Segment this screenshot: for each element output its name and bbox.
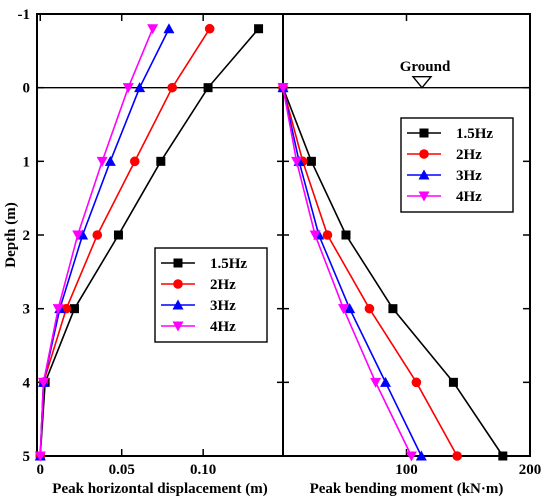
legend-entry: 4Hz [161, 319, 236, 335]
data-point [204, 23, 215, 34]
data-point [72, 230, 84, 241]
data-point [77, 229, 89, 240]
legend-label: 2Hz [456, 147, 482, 163]
legend-marker [419, 149, 429, 159]
legend-label: 2Hz [210, 277, 236, 293]
series-line [39, 28, 154, 457]
series-2Hz [35, 23, 215, 461]
data-point [405, 451, 417, 462]
legend-label: 3Hz [456, 168, 482, 184]
x-tick-label: 0 [37, 462, 45, 478]
x-tick-label: 0.05 [109, 462, 135, 478]
legend-label: 4Hz [210, 319, 236, 335]
data-point [291, 156, 303, 167]
data-point [134, 82, 146, 93]
x-axis-title: Peak bending moment (kN·m) [310, 481, 504, 497]
series-line [282, 87, 423, 457]
data-point [411, 377, 422, 388]
ground-marker-icon [411, 75, 433, 89]
data-point [498, 451, 508, 461]
data-point [129, 156, 140, 167]
legend-entry: 3Hz [407, 168, 482, 184]
legend: 1.5Hz 2Hz 3Hz 4Hz [154, 247, 268, 343]
data-point [254, 24, 264, 34]
data-point [34, 451, 46, 462]
data-point [122, 83, 134, 94]
data-point [92, 230, 103, 240]
legend-marker [418, 169, 430, 180]
y-tick-label: 4 [23, 375, 31, 391]
y-tick-label: 3 [23, 302, 31, 318]
series-4Hz [277, 83, 417, 462]
y-axis-title: Depth (m) [3, 202, 19, 267]
legend-label: 1.5Hz [210, 256, 247, 272]
data-point [306, 156, 316, 166]
data-point [96, 156, 108, 167]
legend-entry: 4Hz [407, 189, 482, 205]
legend: 1.5Hz 2Hz 3Hz 4Hz [400, 117, 514, 213]
data-point [380, 376, 392, 387]
data-point [341, 230, 351, 240]
legend-label: 3Hz [210, 298, 236, 314]
x-tick-label: 200 [519, 462, 542, 478]
data-point [104, 155, 116, 166]
legend-marker [418, 191, 430, 202]
data-point [203, 83, 213, 93]
data-point [163, 23, 175, 34]
x-tick-label: 0.10 [190, 462, 216, 478]
series-line [282, 87, 458, 457]
series-line [39, 28, 211, 457]
y-tick-label: 2 [23, 228, 31, 244]
legend-marker [173, 279, 183, 289]
data-point [147, 24, 159, 35]
legend-label: 1.5Hz [456, 126, 493, 142]
legend-entry: 2Hz [161, 277, 236, 293]
series-line [39, 28, 170, 457]
series-line [39, 28, 260, 457]
legend-marker [172, 299, 184, 310]
data-point [322, 230, 333, 240]
data-point [388, 304, 398, 314]
panel-2: 100 200 Peak bending moment (kN·m) Ground 1.… [277, 14, 542, 497]
data-point [452, 451, 462, 461]
data-point [277, 83, 289, 94]
y-tick-label: 1 [23, 154, 31, 170]
legend-entry: 2Hz [407, 147, 482, 163]
series-line [282, 87, 504, 457]
legend-marker [419, 128, 429, 138]
series-4Hz [34, 24, 159, 462]
legend-entry: 3Hz [161, 298, 236, 314]
data-point [156, 156, 166, 166]
series-3Hz [34, 23, 175, 461]
data-point [415, 450, 427, 461]
data-point [344, 303, 356, 314]
data-point [167, 82, 178, 93]
legend-label: 4Hz [456, 189, 482, 205]
y-tick-label: 0 [23, 81, 31, 97]
data-point [448, 377, 458, 387]
data-point [52, 304, 64, 315]
data-point [309, 230, 321, 241]
x-axis-title: Peak horizontal displacement (m) [52, 481, 267, 497]
legend-entry: 1.5Hz [161, 256, 247, 272]
legend-marker [173, 258, 183, 268]
series-1.5Hz [35, 24, 264, 461]
legend-marker [172, 321, 184, 332]
data-point [38, 377, 50, 388]
y-tick-label: -1 [18, 7, 31, 23]
data-point [113, 230, 123, 240]
ground-label: Ground [400, 59, 451, 75]
data-point [69, 304, 79, 314]
data-point [338, 304, 350, 315]
x-tick-label: 100 [395, 462, 418, 478]
legend-entry: 1.5Hz [407, 126, 493, 142]
data-point [364, 303, 375, 314]
y-tick-label: 5 [23, 449, 31, 465]
data-point [370, 377, 382, 388]
series-line [282, 87, 413, 457]
panel-1: 0 0.05 0.10 Peak horizontal displacement (m… [34, 14, 268, 497]
